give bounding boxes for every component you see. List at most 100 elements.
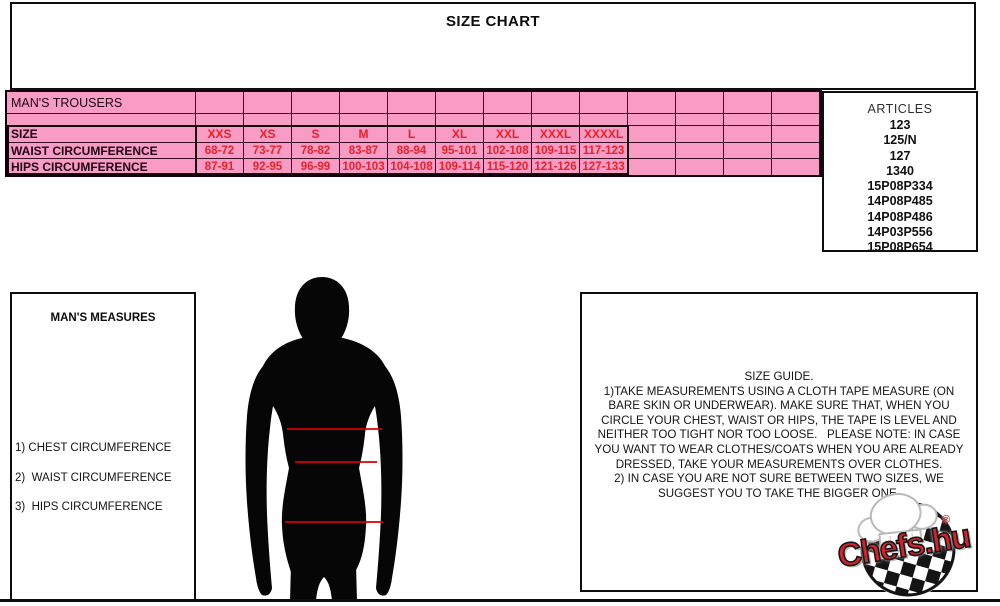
header-empty-cell	[388, 92, 436, 114]
spacer-empty-cell	[772, 114, 820, 126]
waist-value-cell: 78-82	[292, 143, 340, 159]
title-box: SIZE CHART	[10, 2, 976, 90]
spacer-empty-cell	[628, 114, 676, 126]
header-empty-cell	[532, 92, 580, 114]
size-guide-line: BARE SKIN OR UNDERWEAR). MAKE SURE THAT,…	[608, 399, 950, 413]
articles-header: ARTICLES	[867, 102, 933, 116]
article-number: 14P03P556	[867, 225, 933, 240]
articles-box: ARTICLES 123 125/N 127 1340 15P08P334 14P08P4…	[822, 91, 978, 254]
hips-value-cell: 96-99	[292, 159, 340, 175]
size-cell	[724, 126, 772, 143]
trousers-size-table: MAN'S TROUSERS SIZE XXS XS S M L XL XXL XXXL XXX…	[5, 90, 822, 177]
header-empty-cell	[340, 92, 388, 114]
spacer-empty-cell	[676, 114, 724, 126]
hips-value-cell: 104-108	[388, 159, 436, 175]
waist-value-cell: 95-101	[436, 143, 484, 159]
waist-value-cell: 102-108	[484, 143, 532, 159]
chefs-hu-logo: Chefs.hu ®	[834, 490, 998, 606]
waist-row-label: WAIST CIRCUMFERENCE	[7, 143, 196, 159]
waist-value-cell: 83-87	[340, 143, 388, 159]
hips-value-cell: 100-103	[340, 159, 388, 175]
spacer-empty-cell	[196, 114, 244, 126]
waist-value-cell: 88-94	[388, 143, 436, 159]
size-cell	[772, 126, 820, 143]
spacer-empty-cell	[340, 114, 388, 126]
hips-value-cell: 115-120	[484, 159, 532, 175]
size-guide-line: 1)TAKE MEASUREMENTS USING A CLOTH TAPE M…	[603, 384, 955, 398]
hips-value-cell: 121-126	[532, 159, 580, 175]
measure-item: 3) HIPS CIRCUMFERENCE	[15, 501, 163, 513]
size-guide-line: 2) IN CASE YOU ARE NOT SURE BETWEEN TWO …	[614, 472, 944, 486]
header-empty-cell	[628, 92, 676, 114]
size-cell: XXS	[196, 126, 244, 143]
table-row-size: SIZE XXS XS S M L XL XXL XXXL XXXXL	[7, 126, 820, 143]
hips-value-cell	[724, 159, 772, 175]
spacer-empty-cell	[532, 114, 580, 126]
silhouette-torso	[258, 336, 390, 572]
article-number: 125/N	[883, 133, 917, 148]
spacer-empty-cell	[580, 114, 628, 126]
measures-title: MAN'S MEASURES	[50, 312, 156, 324]
measure-item: 2) WAIST CIRCUMFERENCE	[15, 471, 172, 484]
size-cell: S	[292, 126, 340, 143]
registered-mark: ®	[942, 514, 951, 526]
measures-box: MAN'S MEASURES 1) CHEST CIRCUMFERENCE 2) …	[10, 292, 196, 601]
table-row-spacer	[7, 114, 820, 126]
header-empty-cell	[580, 92, 628, 114]
hips-value-cell	[676, 159, 724, 175]
header-empty-cell	[484, 92, 532, 114]
spacer-empty-cell	[724, 114, 772, 126]
hips-value-cell	[772, 159, 820, 175]
articles-list: 123 125/N 127 1340 15P08P334 14P08P485 14P08P4…	[824, 118, 976, 256]
table-row-waist: WAIST CIRCUMFERENCE 68-72 73-77 78-82 83-87…	[7, 143, 820, 159]
silhouette-right-arm	[366, 364, 403, 596]
hips-value-cell	[628, 159, 676, 175]
header-empty-cell	[724, 92, 772, 114]
size-guide-text: SIZE GUIDE. 1)TAKE MEASUREMENTS USING A C…	[588, 370, 970, 501]
spacer-empty-cell	[436, 114, 484, 126]
header-empty-cell	[436, 92, 484, 114]
size-cell: XL	[436, 126, 484, 143]
spacer-empty-cell	[484, 114, 532, 126]
size-guide-line: NEITHER TOO TIGHT NOR TOO LOOSE. PLEASE …	[597, 428, 961, 442]
waist-value-cell	[628, 143, 676, 159]
waist-value-cell	[724, 143, 772, 159]
size-cell	[628, 126, 676, 143]
header-empty-cell	[292, 92, 340, 114]
size-guide-line: DRESSED, TAKE YOUR MEASUREMENTS OVER CLO…	[615, 457, 943, 471]
waist-value-cell: 73-77	[244, 143, 292, 159]
waist-value-cell: 117-123	[580, 143, 628, 159]
article-number: 127	[889, 148, 911, 163]
size-guide-line: YOU WANT TO WEAR CLOTHES/COATS WHEN YOU …	[594, 442, 964, 456]
size-guide-line: SUGGEST YOU TO TAKE THE BIGGER ONE.	[657, 486, 901, 500]
measure-item: 1) CHEST CIRCUMFERENCE	[15, 442, 172, 454]
silhouette-legs	[290, 564, 357, 601]
logo-graphic	[857, 493, 956, 597]
size-cell	[676, 126, 724, 143]
size-cell: XXXXL	[580, 126, 628, 143]
article-number: 14P08P485	[867, 194, 933, 209]
size-guide-line: SIZE GUIDE.	[744, 370, 814, 383]
size-row-label: SIZE	[7, 126, 196, 143]
hips-value-cell: 87-91	[196, 159, 244, 175]
chef-hat-icon	[857, 493, 938, 560]
waist-value-cell: 68-72	[196, 143, 244, 159]
header-empty-cell	[196, 92, 244, 114]
size-cell: M	[340, 126, 388, 143]
article-number: 15P08P334	[867, 179, 933, 194]
spacer-empty-cell	[388, 114, 436, 126]
hips-row-label: HIPS CIRCUMFERENCE	[7, 159, 196, 175]
hips-value-cell: 92-95	[244, 159, 292, 175]
waist-value-cell	[772, 143, 820, 159]
table-row-header: MAN'S TROUSERS	[7, 92, 820, 114]
size-cell: L	[388, 126, 436, 143]
size-cell: XXL	[484, 126, 532, 143]
table-row-hips: HIPS CIRCUMFERENCE 87-91 92-95 96-99 100-10…	[7, 159, 820, 175]
spacer-empty-cell	[292, 114, 340, 126]
header-empty-cell	[676, 92, 724, 114]
page-bottom-rule	[0, 599, 1000, 602]
hips-value-cell: 109-114	[436, 159, 484, 175]
article-number: 1340	[886, 163, 914, 178]
table-header-label: MAN'S TROUSERS	[7, 92, 196, 114]
